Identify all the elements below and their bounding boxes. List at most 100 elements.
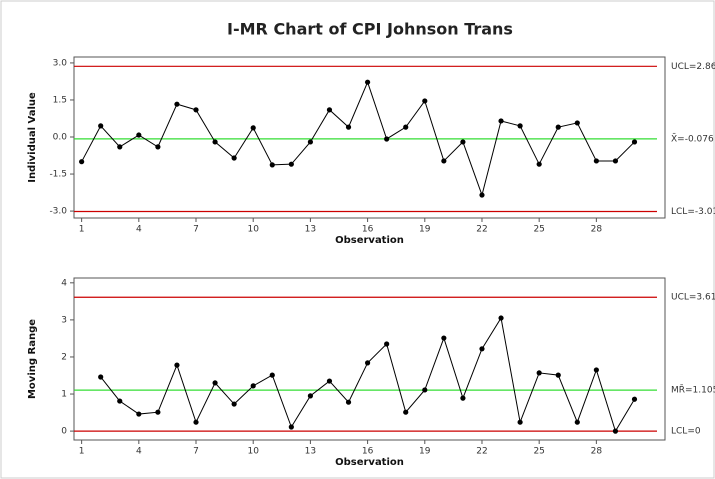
x-tick-label: 22 [476, 447, 487, 457]
data-point [612, 428, 619, 434]
control-label: LCL=-3.016 [671, 207, 715, 217]
y-tick-label: 3.0 [53, 58, 68, 68]
control-label: LCL=0 [671, 427, 701, 437]
data-point [174, 101, 180, 107]
data-point [403, 409, 409, 415]
x-tick-label: 13 [305, 225, 316, 235]
control-label: UCL=3.611 [671, 293, 715, 303]
data-point [269, 372, 275, 378]
data-point [155, 144, 161, 150]
data-point [345, 399, 352, 405]
control-label: MR̄=1.105 [671, 384, 715, 396]
data-point [612, 158, 619, 164]
data-point [422, 387, 428, 393]
data-point [193, 107, 199, 113]
data-point [288, 161, 294, 167]
data-point [498, 315, 504, 321]
x-tick-label: 19 [419, 225, 431, 235]
data-point [536, 161, 542, 167]
y-tick-label: 4 [61, 278, 67, 288]
x-tick-label: 4 [136, 447, 142, 457]
data-point [422, 98, 428, 104]
data-point [364, 360, 371, 366]
y-tick-label: -3.0 [49, 207, 67, 217]
data-point [345, 124, 352, 130]
x-axis-label: Observation [335, 235, 404, 246]
data-point [98, 374, 104, 380]
y-tick-label: 0 [61, 427, 67, 437]
data-point [593, 367, 599, 373]
data-point [498, 118, 504, 124]
data-point [441, 158, 447, 164]
data-point [479, 192, 485, 198]
data-point [593, 158, 599, 164]
data-point [136, 411, 142, 417]
data-point [288, 424, 294, 430]
data-point [269, 162, 275, 168]
data-point [536, 370, 542, 376]
data-point [384, 341, 390, 347]
y-tick-label: 0.0 [53, 133, 68, 143]
data-point [231, 401, 237, 407]
data-point [117, 398, 123, 404]
data-point [326, 378, 333, 384]
data-point [250, 125, 256, 131]
x-tick-label: 7 [193, 447, 199, 457]
x-tick-label: 1 [79, 225, 85, 235]
data-point [555, 124, 561, 130]
data-point [231, 155, 237, 161]
x-tick-label: 13 [305, 447, 316, 457]
data-point [479, 346, 485, 352]
plot-area [73, 277, 666, 441]
x-tick-label: 10 [247, 225, 259, 235]
x-tick-label: 25 [533, 447, 544, 457]
x-tick-label: 19 [419, 447, 431, 457]
data-line [81, 80, 635, 197]
x-tick-label: 25 [533, 225, 544, 235]
data-point [155, 409, 161, 415]
data-point [517, 123, 523, 129]
data-point [460, 395, 466, 401]
data-point [79, 159, 85, 165]
data-point [517, 419, 523, 425]
data-point [555, 372, 561, 378]
data-point [117, 144, 123, 150]
data-point [364, 79, 371, 85]
data-point [307, 393, 313, 399]
y-tick-label: 2 [61, 352, 67, 362]
x-tick-label: 16 [362, 225, 374, 235]
x-axis-label: Observation [335, 457, 404, 468]
x-tick-label: 22 [476, 225, 487, 235]
data-point [136, 132, 142, 138]
data-point [98, 123, 104, 129]
y-tick-label: -1.5 [49, 170, 67, 180]
x-tick-label: 28 [591, 447, 603, 457]
data-point [403, 124, 409, 130]
control-label: UCL=2.863 [671, 62, 715, 72]
x-tick-label: 4 [136, 225, 142, 235]
x-tick-label: 7 [193, 225, 199, 235]
x-tick-label: 28 [591, 225, 603, 235]
chart-title: I-MR Chart of CPI Johnson Trans [227, 20, 513, 39]
data-point [384, 136, 390, 142]
data-point [212, 380, 218, 386]
control-label: X̄=-0.076 [671, 133, 714, 145]
data-point [212, 139, 218, 145]
data-point [574, 419, 580, 425]
data-point [174, 362, 180, 368]
x-tick-label: 16 [362, 447, 374, 457]
data-point [574, 120, 580, 126]
data-point [631, 139, 638, 145]
y-axis-label: Moving Range [27, 319, 38, 399]
data-point [326, 107, 333, 113]
data-point [441, 335, 447, 341]
data-point [193, 419, 199, 425]
data-point [307, 139, 313, 145]
y-axis-label: Individual Value [27, 92, 38, 183]
x-tick-label: 10 [247, 447, 259, 457]
y-tick-label: 3 [61, 315, 67, 325]
data-point [250, 383, 256, 389]
data-point [460, 139, 466, 145]
y-tick-label: 1 [61, 390, 67, 400]
